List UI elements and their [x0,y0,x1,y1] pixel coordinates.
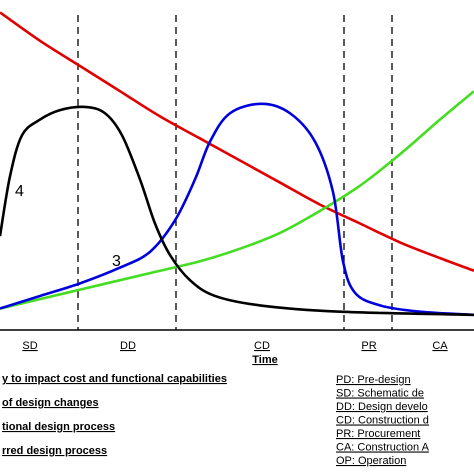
legend-item-2: of design changes [2,397,99,409]
phase-labels: SD DD CD PR CA [22,340,448,352]
key-item-5: PR: Procurement [336,428,420,440]
legend-item-3: tional design process [2,421,115,433]
key-item-1: PD: Pre-design [336,374,411,386]
phase-label-cd: CD [254,340,270,352]
series-line-2 [0,90,474,310]
legend-item-4: rred design process [2,445,107,457]
key-item-4: CD: Construction d [336,415,429,427]
curves [0,11,474,317]
series-line-4 [0,105,474,317]
curve-label-3: 3 [112,253,121,270]
key-item-7: OP: Operation [336,455,406,467]
series-line-3 [0,102,474,317]
phase-dividers [77,15,393,330]
legend-item-1: y to impact cost and functional capabili… [2,373,227,385]
legend: y to impact cost and functional capabili… [2,373,227,457]
key-item-2: SD: Schematic de [336,388,424,400]
curve-label-4: 4 [15,183,24,200]
phase-label-dd: DD [120,340,136,352]
series-line-1 [0,11,474,272]
x-axis-title: Time [252,354,277,366]
phase-label-pr: PR [361,340,376,352]
key-item-6: CA: Construction A [336,442,430,454]
key-item-3: DD: Design develo [336,401,428,413]
phase-label-ca: CA [432,340,448,352]
phase-label-sd: SD [22,340,37,352]
